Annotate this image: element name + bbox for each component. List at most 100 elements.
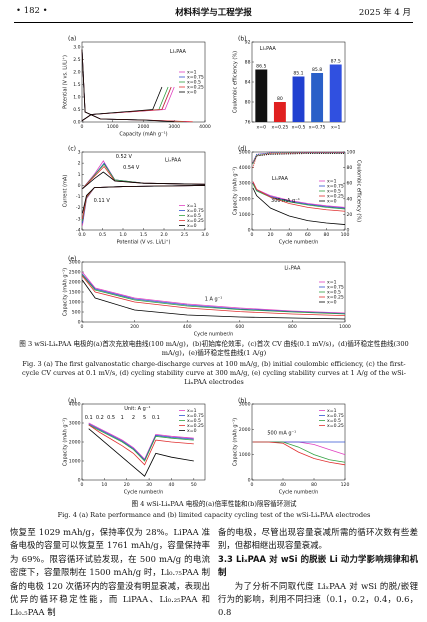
value-label: 85.1 [293, 71, 303, 77]
y-tick-label: 80 [245, 100, 251, 106]
legend-label: x=0 [327, 300, 337, 306]
value-label: 86.5 [256, 64, 266, 70]
y-tick-label: 3000 [239, 402, 251, 408]
legend-label: x=0.5 [327, 189, 341, 195]
x-tick-label: 0 [81, 482, 84, 488]
y-axis-label: Capacity (mAh g⁻¹) [63, 418, 69, 466]
legend-label: x=0 [187, 90, 197, 96]
x-tick-label: 0 [81, 124, 84, 130]
y-tick-label: 1000 [239, 212, 251, 218]
annotation: LiₓPAA [272, 176, 289, 182]
annotation: 0.1 [152, 415, 160, 421]
legend-label: x=1 [187, 408, 197, 414]
x-tick-label: 0 [81, 324, 84, 330]
legend-label: x=0.25 [187, 218, 204, 224]
y-tick-label: 500 [72, 310, 81, 316]
y-axis-label: Capacity (mAh g⁻¹) [233, 418, 239, 466]
journal-title: 材料科学与工程学报 [175, 8, 252, 18]
y-tick-label: 2.0 [73, 70, 80, 76]
x-tick-label: x=0 [257, 125, 267, 131]
y-axis-label: Potential (V vs. Li/Li⁺) [63, 55, 69, 109]
annotation: 0.54 V [123, 165, 140, 171]
legend-label: x=0 [327, 199, 337, 205]
section-heading: 3.3 LiₓPAA 对 wSi 的脱嵌 Li 动力学影响规律和机制 [218, 553, 418, 578]
legend-label: x=0.75 [327, 413, 344, 419]
x-tick-label: 20 [124, 482, 130, 488]
header-rule [14, 22, 413, 23]
y-tick-label: 88 [245, 60, 251, 66]
x-tick-label: x=1 [331, 125, 341, 131]
bar [329, 64, 342, 122]
y-tick-label: 3 [78, 150, 81, 156]
y-tick-label: 76 [245, 120, 251, 126]
series-line [252, 153, 346, 164]
legend-label: x=0.25 [327, 423, 344, 429]
y-tick-label: 0 [78, 320, 81, 326]
x-tick-label: 20 [268, 232, 274, 238]
bar [311, 73, 324, 122]
x-tick-label: 40 [169, 482, 175, 488]
x-tick-label: 4000 [199, 124, 211, 130]
x-tick-label: 0 [251, 232, 254, 238]
x-axis-label: Potential (V vs. Li/Li⁺) [117, 240, 171, 246]
x-tick-label: 2.0 [160, 232, 167, 238]
series-line [81, 274, 346, 315]
y-tick-label: 1500 [69, 290, 81, 296]
x-tick-label: 1.5 [140, 232, 147, 238]
panel-label: (c) [68, 146, 76, 153]
plot-frame [81, 261, 346, 323]
annotation: 0.1 [85, 415, 93, 421]
y-tick-label: 2.5 [73, 57, 80, 63]
panel-label: (b) [238, 398, 247, 405]
y-tick-label: 1.0 [73, 95, 80, 101]
legend-label: x=1 [327, 179, 337, 185]
series-line [252, 187, 346, 225]
x-tick-label: 80 [323, 232, 329, 238]
y-tick-label: 4000 [69, 402, 81, 408]
fig3-caption-en: Fig. 3 (a) The first galvanostatic charg… [22, 360, 406, 386]
series-line [88, 422, 194, 460]
y2-tick-label: 40 [347, 196, 353, 202]
y-tick-label: -4 [76, 228, 81, 234]
x-tick-label: 2.5 [181, 232, 188, 238]
right-column: 备的电极，尽管出现容量衰减所需的循环次数有些差别，但都相继出现容量衰减。 3.3… [218, 526, 418, 620]
fig4-caption-en: Fig. 4 (a) Rate performance and (b) limi… [57, 511, 371, 519]
x-tick-label: 1000 [107, 124, 119, 130]
y-tick-label: 2000 [69, 440, 81, 446]
series-line [88, 428, 194, 477]
x-tick-label: 3000 [168, 124, 180, 130]
annotation: 1 A g⁻¹ [205, 297, 223, 303]
y-tick-label: 2500 [69, 270, 81, 276]
paragraph: 备的电极，尽管出现容量衰减所需的循环次数有些差别，但都相继出现容量衰减。 [218, 527, 418, 551]
y-tick-label: 1000 [69, 459, 81, 465]
x-tick-label: 60 [305, 232, 311, 238]
y-tick-label: 3000 [69, 260, 81, 266]
x-tick-label: 0.0 [78, 232, 85, 238]
legend-label: x=0.25 [327, 194, 344, 200]
y-tick-label: 3000 [239, 181, 251, 187]
series-line [252, 441, 346, 456]
annotation: 0.52 V [116, 154, 133, 160]
annotation: 0.11 V [94, 198, 111, 204]
y-tick-label: 92 [245, 40, 251, 46]
y-tick-label: 0 [78, 478, 81, 484]
annotation: 0.2 [96, 415, 104, 421]
x-tick-label: 80 [311, 482, 317, 488]
y-axis-label: Capacity (mAh g⁻¹) [63, 268, 69, 316]
y-tick-label: 2 [78, 161, 81, 167]
paragraph: 为了分析不同取代度 LiₓPAA 对 wSi 的脱/嵌锂行为的影响，利用不同扫速… [218, 580, 418, 618]
y-tick-label: 2000 [239, 427, 251, 433]
x-tick-label: 3.0 [201, 232, 208, 238]
y-axis-label: Coulombic efficiency (%) [233, 51, 239, 113]
paragraph: 恢复至 1029 mAh/g，保持率仅为 28%。LiPAA 准备电极的容量可以… [10, 527, 210, 618]
y2-axis-label: Coulombic efficiency (%) [356, 160, 362, 222]
annotation: 1 [121, 415, 124, 421]
annotation: 300 mA g⁻¹ [271, 198, 300, 204]
series-line [252, 181, 346, 212]
x-axis-label: Cycle number/n [279, 240, 319, 246]
plot-frame [251, 151, 346, 231]
annotation: Unit: A g⁻¹ [124, 406, 150, 412]
annotation: 2 [132, 415, 135, 421]
legend-label: x=0.75 [187, 413, 204, 419]
